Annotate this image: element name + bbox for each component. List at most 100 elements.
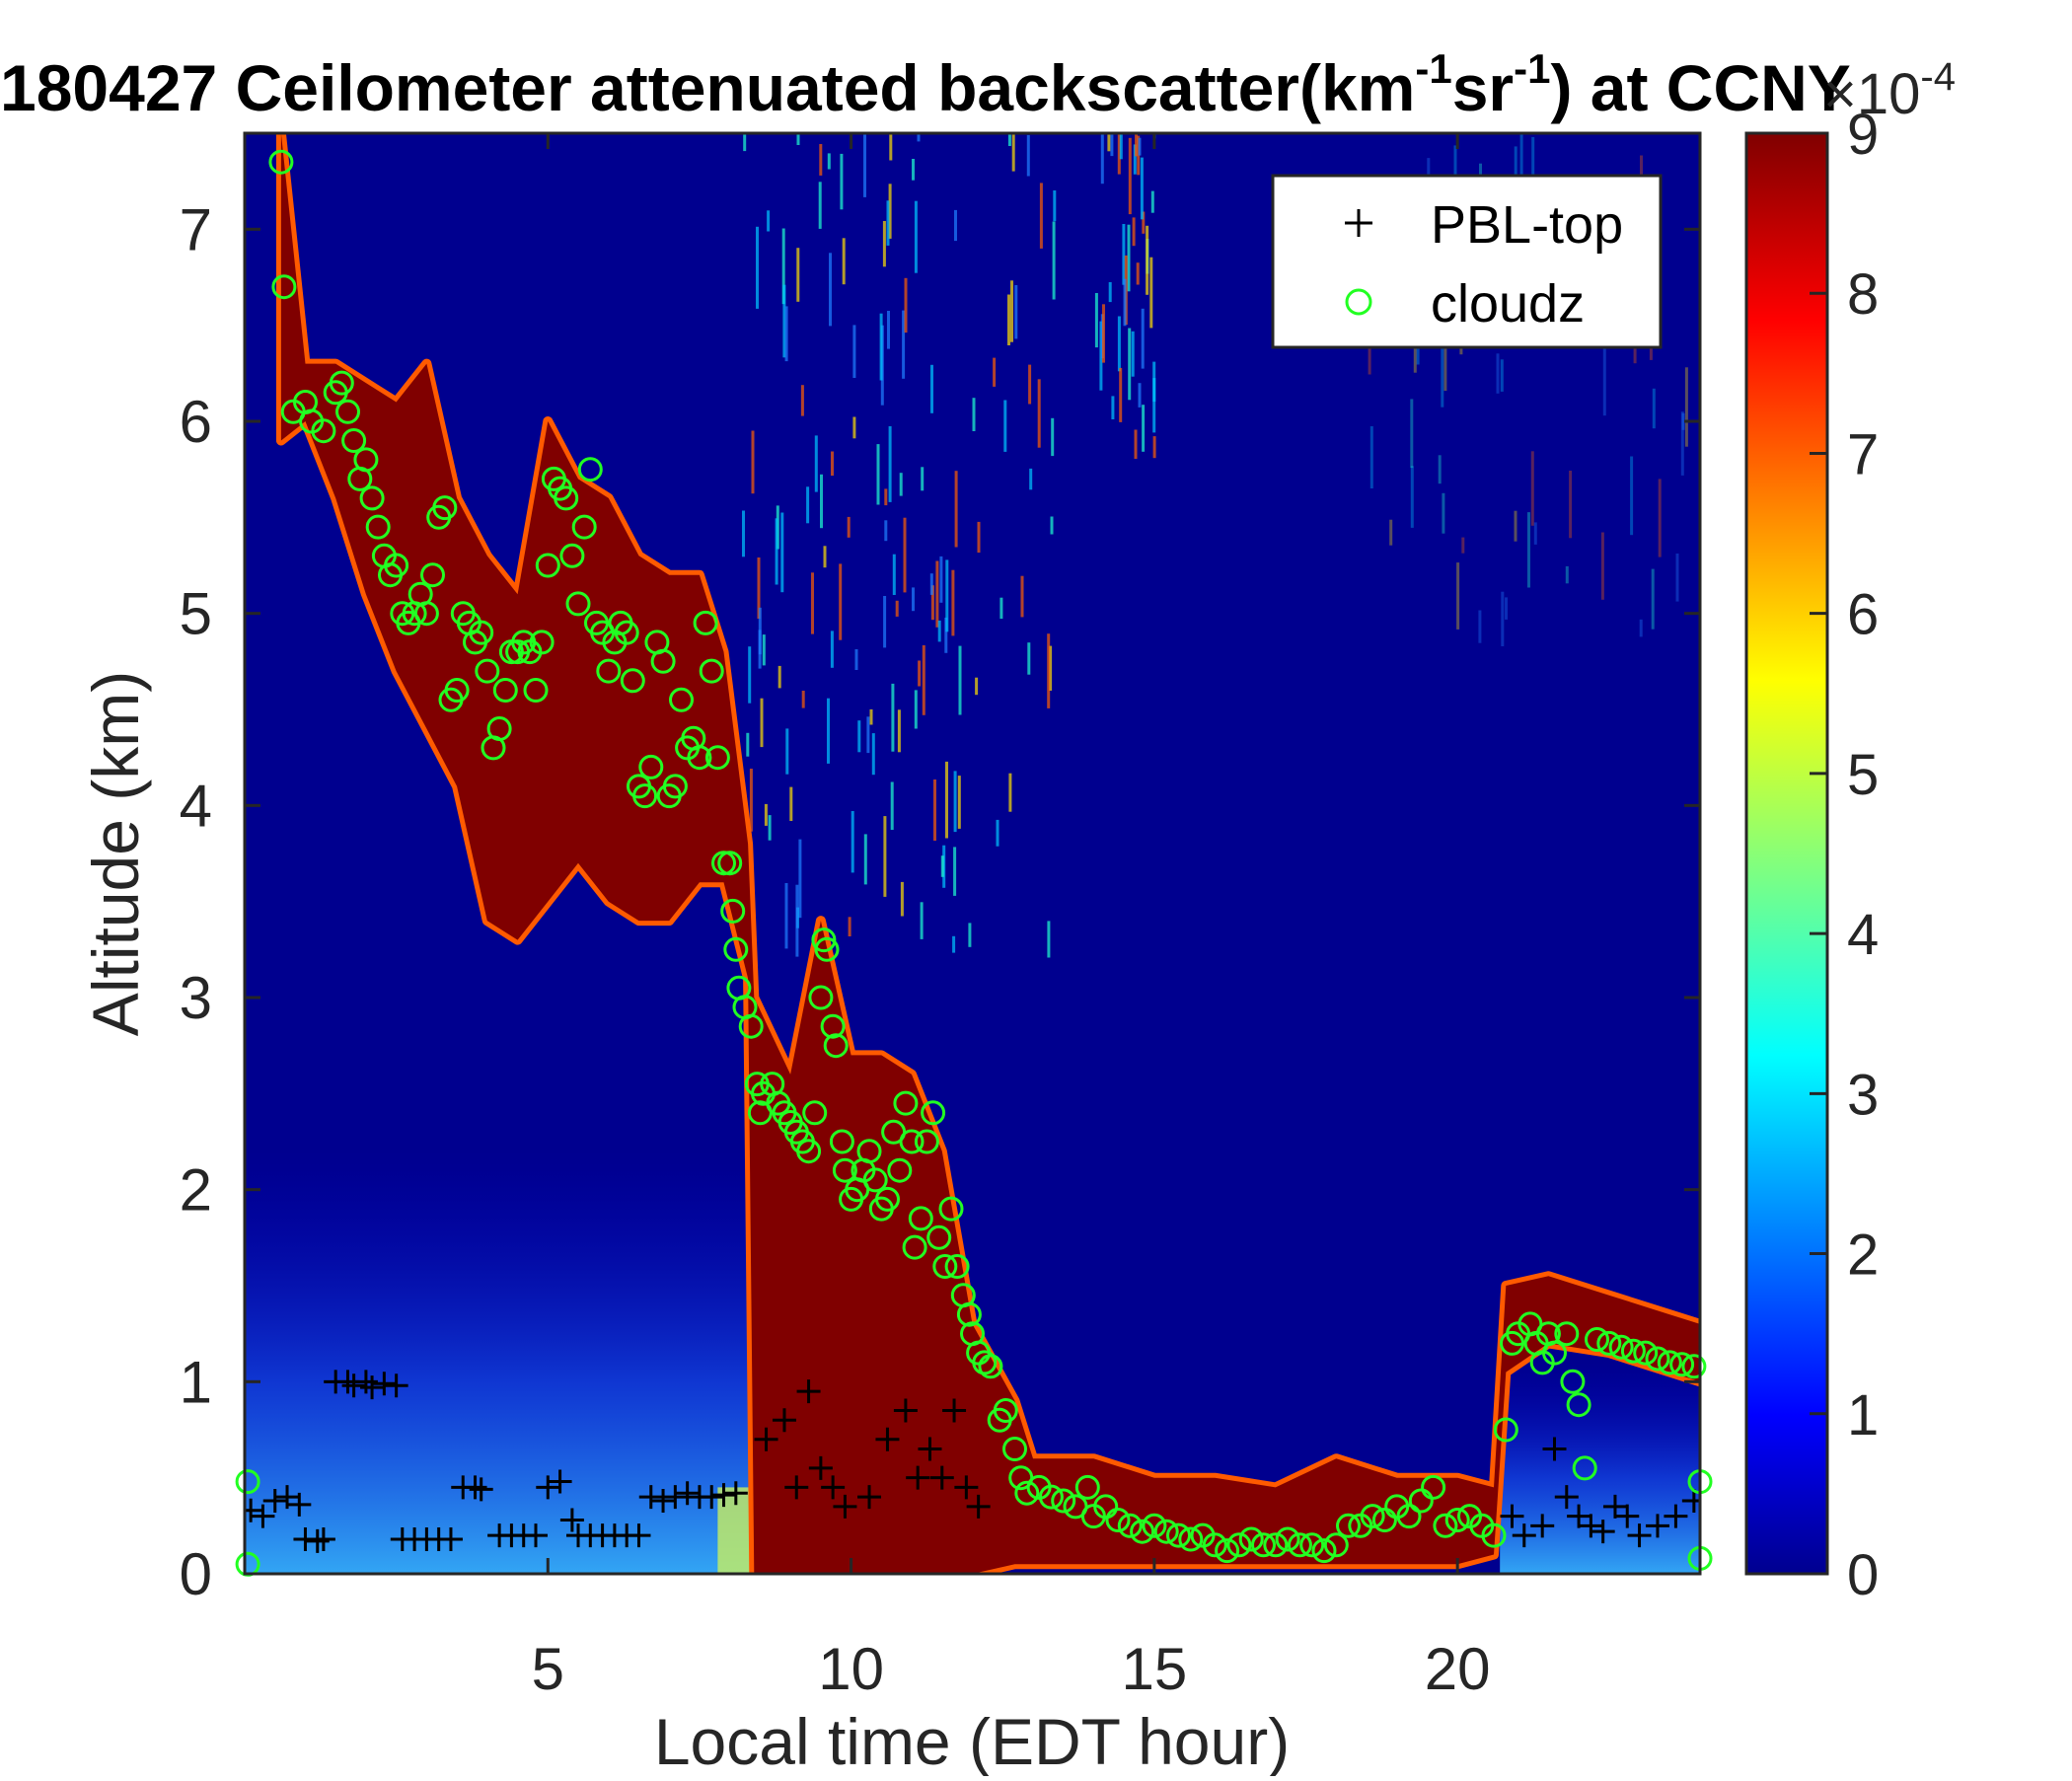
pbl-top-marker (638, 1485, 663, 1510)
cirrus-streak (1416, 341, 1420, 365)
cloudz-marker (1251, 1532, 1276, 1558)
cloudz-marker (1645, 1346, 1670, 1372)
cirrus-streak (954, 471, 958, 548)
cirrus-streak (830, 631, 834, 668)
pbl-top-marker (1512, 1523, 1536, 1548)
cirrus-streak (1100, 133, 1104, 185)
pbl-top-marker (1645, 1514, 1669, 1538)
pbl-top-marker (1591, 1520, 1615, 1544)
cloudz-marker (738, 1013, 764, 1039)
cloudz-marker (1051, 1488, 1076, 1514)
cloudz-marker (235, 1469, 260, 1495)
cirrus-streak (922, 645, 925, 715)
cirrus-streak (930, 364, 933, 413)
cloudz-marker (523, 678, 549, 703)
cirrus-streak (1149, 257, 1153, 329)
pbl-top-marker (1664, 1504, 1688, 1528)
cloudz-marker (492, 678, 518, 703)
cirrus-streak (847, 516, 851, 538)
cirrus-streak (912, 587, 915, 612)
cirrus-streak (1014, 285, 1018, 339)
cirrus-streak (742, 510, 745, 557)
cirrus-streak (863, 834, 867, 885)
cirrus-streak (781, 228, 785, 305)
cloudz-marker (944, 1254, 970, 1279)
pbl-top-marker (1627, 1523, 1652, 1548)
cirrus-streak (818, 182, 822, 229)
cloudz-marker (814, 936, 840, 962)
cirrus-streak (975, 677, 979, 696)
cirrus-streak (900, 881, 904, 917)
cirrus-streak (1008, 773, 1012, 812)
cirrus-streak (784, 306, 788, 362)
cirrus-streak (863, 133, 866, 197)
cloudz-marker (875, 1186, 900, 1212)
pbl-top-marker (918, 1437, 942, 1461)
cloudz-marker (669, 687, 694, 712)
cirrus-streak (1123, 278, 1127, 327)
cirrus-streak (1128, 328, 1132, 401)
plot-frame (243, 131, 1702, 1576)
cirrus-streak (1111, 396, 1115, 419)
cloudz-marker (1433, 1513, 1458, 1538)
cirrus-streak (953, 847, 957, 896)
cloudz-marker (820, 1013, 846, 1039)
cloudz-marker (887, 1157, 913, 1183)
x-tick-label: 15 (1122, 1636, 1188, 1702)
cirrus-streak (801, 691, 805, 708)
cirrus-streak (1680, 411, 1684, 476)
cloudz-marker (932, 1254, 958, 1279)
cloudz-marker (1299, 1532, 1325, 1558)
pbl-top-marker (536, 1475, 560, 1500)
cloudz-marker (1215, 1538, 1240, 1564)
cirrus-streak (1049, 645, 1053, 691)
cirrus-streak (882, 221, 886, 267)
pbl-top-marker (875, 1427, 900, 1451)
backscatter-heatmap (245, 133, 1700, 1574)
cloudz-marker (1396, 1504, 1422, 1529)
cirrus-streak (1047, 921, 1051, 958)
cirrus-streak (1141, 308, 1145, 369)
pbl-top-marker (463, 1475, 487, 1500)
cloudz-marker (614, 620, 639, 645)
cloudz-marker (384, 553, 409, 578)
cirrus-streak (1134, 429, 1138, 459)
cirrus-streak (993, 357, 997, 387)
cloudz-marker (1166, 1522, 1191, 1548)
cirrus-streak (1132, 217, 1136, 247)
pbl-top-marker (305, 1528, 330, 1553)
cirrus-streak (889, 133, 893, 161)
pbl-top-marker (675, 1481, 700, 1506)
pbl-top-marker (723, 1481, 748, 1506)
cirrus-streak (1007, 294, 1010, 345)
pbl-top-marker (262, 1489, 287, 1514)
x-tick-label: 10 (818, 1636, 884, 1702)
colorbar-tick-label: 1 (1847, 1383, 1879, 1447)
cirrus-streak (1107, 133, 1111, 152)
cirrus-streak (1131, 331, 1135, 377)
cirrus-streak (1142, 211, 1146, 234)
colorbar-tick-label: 7 (1847, 422, 1879, 486)
cloudz-marker (444, 678, 470, 703)
cirrus-streak (762, 634, 766, 666)
cirrus-streak (756, 226, 759, 309)
cloudz-marker (1093, 1494, 1119, 1520)
cloudz-marker (1572, 1455, 1597, 1481)
pbl-top-marker (893, 1398, 918, 1423)
cloudz-marker (571, 514, 597, 540)
cloudz-marker (1263, 1532, 1289, 1558)
cirrus-streak (749, 769, 753, 832)
pbl-top-marker (353, 1370, 378, 1394)
cirrus-streak (757, 557, 761, 619)
cloudz-marker (1620, 1338, 1646, 1364)
cloudz-marker (1408, 1488, 1434, 1514)
cloudz-marker (1421, 1474, 1446, 1500)
cirrus-streak (1140, 157, 1144, 220)
cirrus-streak (1501, 591, 1505, 646)
pbl-top-marker (700, 1485, 724, 1510)
cloudz-marker (829, 1129, 854, 1154)
cirrus-streak (1681, 412, 1685, 430)
cirrus-streak (957, 776, 961, 829)
chart-title: 180427 Ceilometer attenuated backscatter… (0, 45, 1851, 124)
